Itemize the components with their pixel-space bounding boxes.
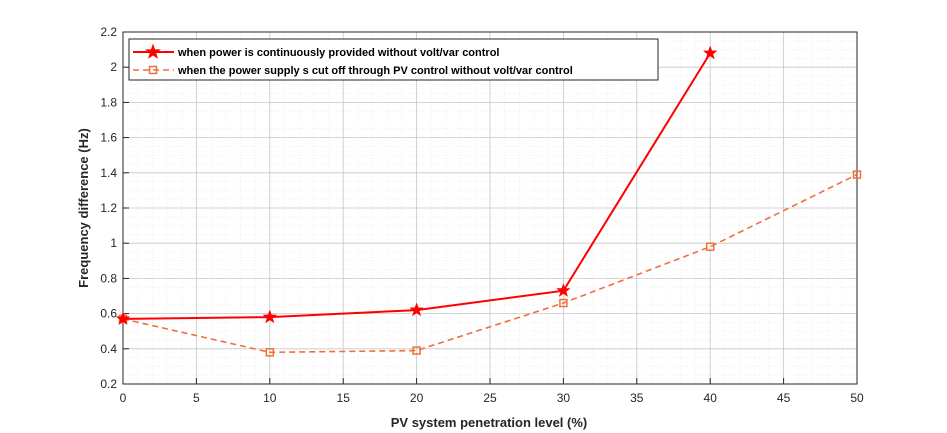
y-tick-label: 0.6 [100,307,117,321]
x-tick-label: 40 [704,391,718,405]
series-2-square-marker [852,170,862,179]
y-tick-label: 1.6 [100,131,117,145]
series-1-star-marker [262,309,278,324]
x-tick-label: 35 [630,391,644,405]
legend-label-series-2: when the power supply s cut off through … [177,65,573,77]
y-tick-label: 1.4 [100,166,117,180]
series-2-square-marker [705,242,715,251]
series-2-square-marker [412,346,421,355]
series-layer [115,45,862,357]
series-1-star-marker [702,45,718,60]
x-tick-label: 0 [120,391,127,405]
y-tick-label: 1.2 [100,201,117,215]
y-axis: 0.2 0.4 0.6 0.8 1 1.2 1.4 1.6 1.8 2 2.2 [100,25,129,391]
y-tick-label: 0.8 [100,271,117,285]
x-axis-label: PV system penetration level (%) [391,415,588,430]
legend-box [128,38,659,81]
x-tick-label: 20 [410,391,424,405]
legend: when power is continuously provided with… [128,38,659,81]
x-tick-label: 10 [263,391,277,405]
legend-star-marker [144,43,162,59]
legend-entry-series-2: when the power supply s cut off through … [133,65,573,77]
series-2-square-marker [559,298,568,308]
y-tick-label: 0.4 [100,342,117,356]
x-tick-label: 5 [193,391,200,405]
x-tick-label: 50 [850,391,864,405]
series-1-star-marker [556,282,571,297]
series-1-star-marker [115,311,131,326]
x-tick-label: 30 [557,391,571,405]
y-tick-label: 2 [110,60,117,74]
series-1-star-marker [409,302,424,317]
series-2-square-marker [265,348,275,357]
x-tick-label: 45 [777,391,791,405]
y-tick-label: 1 [110,236,117,250]
x-tick-label: 25 [483,391,497,405]
legend-square-marker [148,65,158,75]
y-tick-label: 2.2 [100,25,117,39]
y-axis-label: Frequency difference (Hz) [76,128,91,288]
legend-entry-series-1: when power is continuously provided with… [133,43,499,59]
y-tick-label: 1.8 [100,95,117,109]
legend-label-series-1: when power is continuously provided with… [177,47,499,59]
x-axis: 0 5 10 15 20 25 30 35 40 45 50 [120,378,864,405]
series-2-line [122,173,858,354]
y-tick-label: 0.2 [100,377,117,391]
x-tick-label: 15 [337,391,351,405]
